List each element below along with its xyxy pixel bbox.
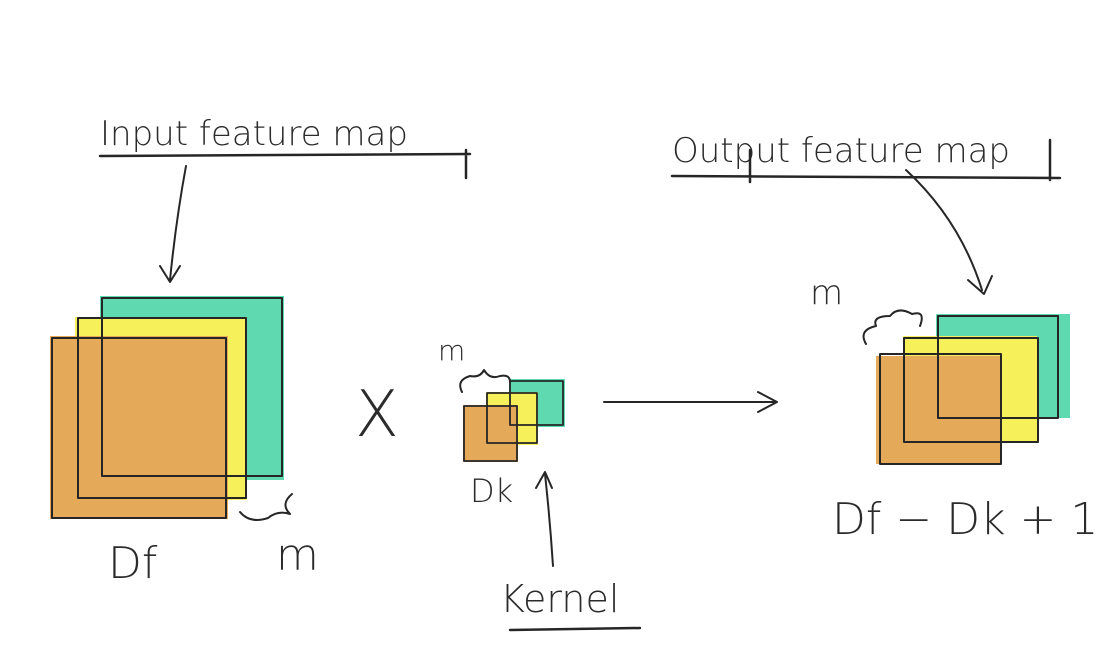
- kernel-channel-orange: [463, 405, 518, 462]
- output-outline-orange: [879, 353, 1002, 465]
- input-feature-map-title: Input feature map: [100, 114, 408, 154]
- input-feature-map-group: Input feature map m Df: [50, 114, 472, 589]
- output-depth-label-m: m: [810, 273, 843, 313]
- kernel-title: Kernel: [500, 577, 619, 621]
- kernel-group: m Dk Kernel: [438, 334, 642, 632]
- input-outline-teal: [101, 297, 283, 477]
- kernel-outline-teal: [509, 380, 564, 426]
- kernel-size-label-dk: Dk: [470, 472, 513, 510]
- kernel-outline-yellow: [486, 392, 538, 444]
- input-size-label-df: Df: [108, 538, 158, 589]
- kernel-depth-brace: [459, 369, 511, 393]
- output-title-underline: [670, 138, 1062, 184]
- output-feature-map-title: Output feature map: [672, 131, 1010, 171]
- result-arrow: [603, 391, 778, 413]
- output-depth-brace: [862, 309, 923, 345]
- input-depth-brace: [239, 493, 293, 521]
- output-outline-yellow: [903, 337, 1039, 443]
- kernel-pointer-arrow: [535, 471, 554, 567]
- output-pointer-arrow: [905, 169, 993, 295]
- kernel-title-underline: [508, 626, 642, 632]
- input-channel-orange: [50, 336, 228, 519]
- input-depth-label-m: m: [276, 530, 319, 581]
- kernel-depth-label-m: m: [438, 334, 465, 367]
- output-size-label: Df − Dk + 1: [832, 494, 1098, 545]
- input-title-underline: [98, 148, 472, 180]
- input-outline-orange: [51, 337, 227, 519]
- output-outline-teal: [937, 315, 1059, 419]
- output-feature-map-group: Output feature map m Df − Dk + 1: [670, 131, 1098, 545]
- input-outline-yellow: [77, 317, 247, 499]
- input-pointer-arrow: [159, 165, 187, 283]
- multiply-sign: X: [355, 378, 399, 452]
- kernel-outline-orange: [463, 405, 518, 462]
